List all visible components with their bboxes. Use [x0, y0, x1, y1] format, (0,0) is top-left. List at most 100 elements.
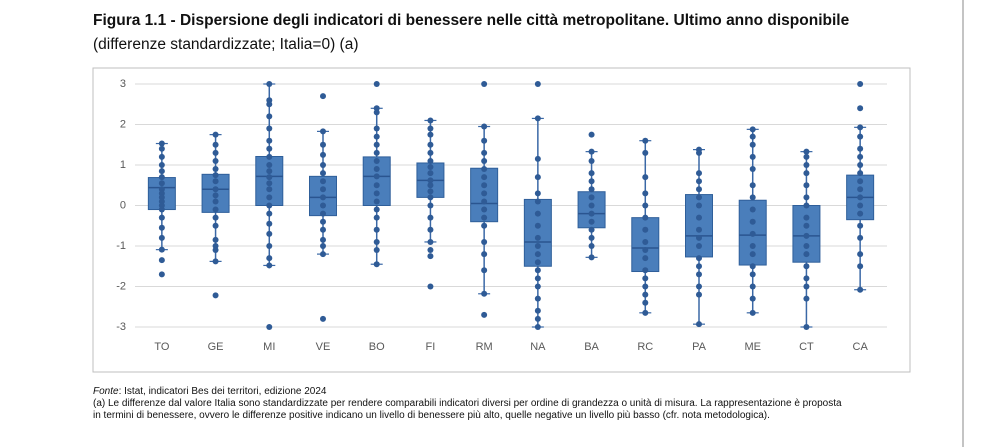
data-point — [427, 283, 434, 290]
data-point — [158, 271, 165, 278]
data-point — [427, 238, 434, 245]
data-point — [857, 186, 864, 193]
data-point — [588, 226, 595, 233]
data-point — [696, 194, 702, 201]
data-point — [266, 153, 273, 160]
x-tick-label: RM — [476, 341, 493, 353]
data-point — [696, 243, 702, 249]
data-point — [427, 202, 434, 209]
data-point — [158, 224, 165, 231]
data-point — [373, 125, 380, 132]
y-tick-label: -2 — [116, 280, 126, 292]
data-point — [534, 275, 541, 282]
data-point — [320, 141, 326, 148]
data-point — [857, 234, 864, 241]
data-point — [588, 254, 595, 261]
data-point — [427, 164, 434, 171]
data-point — [266, 137, 273, 144]
data-point — [534, 295, 541, 302]
data-point — [481, 222, 488, 229]
data-point — [158, 153, 165, 160]
data-point — [373, 81, 380, 87]
data-point — [857, 81, 864, 87]
data-point — [696, 255, 702, 262]
data-point — [696, 283, 702, 290]
data-point — [588, 148, 595, 155]
chart-subtitle: (differenze standardizzate; Italia=0) (a… — [93, 36, 359, 53]
data-point — [481, 123, 488, 130]
data-point — [481, 290, 488, 297]
data-point — [749, 194, 756, 201]
data-point — [642, 283, 649, 290]
data-point — [373, 141, 380, 148]
data-point — [534, 234, 541, 241]
data-point — [481, 311, 488, 318]
data-point — [212, 166, 219, 173]
data-point — [212, 214, 219, 221]
note-line: in termini di benessere, ovvero le diffe… — [93, 410, 770, 421]
data-point — [534, 81, 541, 87]
data-point — [696, 291, 702, 298]
data-point — [857, 251, 864, 258]
data-point — [481, 190, 488, 197]
data-point — [373, 198, 380, 205]
data-point — [373, 247, 380, 254]
data-point — [373, 157, 380, 164]
data-point — [803, 232, 810, 239]
data-point — [266, 262, 273, 269]
data-point — [803, 170, 810, 177]
data-point — [803, 324, 810, 330]
data-point — [320, 151, 326, 158]
data-point — [696, 186, 702, 193]
data-point — [320, 315, 326, 322]
x-tick-label: FI — [426, 341, 436, 353]
data-point — [534, 243, 541, 249]
data-point — [320, 162, 326, 168]
y-tick-label: 2 — [120, 118, 126, 130]
data-point — [749, 166, 756, 173]
data-point — [642, 137, 649, 144]
data-point — [427, 149, 434, 156]
data-point — [857, 222, 864, 229]
box — [362, 156, 391, 206]
data-point — [212, 198, 219, 205]
data-point — [749, 182, 756, 189]
data-point — [266, 101, 273, 108]
data-point — [481, 81, 488, 87]
data-point — [373, 206, 380, 213]
data-point — [588, 186, 595, 193]
data-point — [320, 210, 326, 217]
data-point — [212, 206, 219, 213]
data-point — [481, 166, 488, 173]
data-point — [427, 226, 434, 233]
data-point — [588, 157, 595, 164]
data-point — [427, 188, 434, 195]
data-point — [266, 81, 273, 87]
source: Fonte: Istat, indicatori Bes dei territo… — [93, 386, 842, 398]
data-point — [749, 263, 756, 270]
data-point — [427, 182, 434, 189]
data-point — [481, 149, 488, 156]
data-point — [373, 190, 380, 197]
data-point — [642, 202, 649, 209]
data-point — [642, 255, 649, 262]
data-point — [212, 192, 219, 199]
data-point — [749, 295, 756, 302]
data-point — [749, 206, 756, 213]
data-point — [696, 263, 702, 270]
data-point — [320, 170, 326, 177]
x-tick-label: CT — [799, 341, 814, 353]
data-point — [373, 109, 380, 116]
data-point — [320, 218, 326, 225]
data-point — [158, 145, 165, 152]
data-point — [749, 243, 756, 249]
data-point — [158, 174, 165, 181]
data-point — [588, 202, 595, 209]
data-point — [373, 133, 380, 140]
data-point — [212, 172, 219, 179]
data-point — [803, 214, 810, 221]
data-point — [427, 131, 434, 138]
chart-frame — [92, 67, 911, 373]
y-tick-label: 0 — [120, 199, 126, 211]
data-point — [427, 117, 434, 124]
